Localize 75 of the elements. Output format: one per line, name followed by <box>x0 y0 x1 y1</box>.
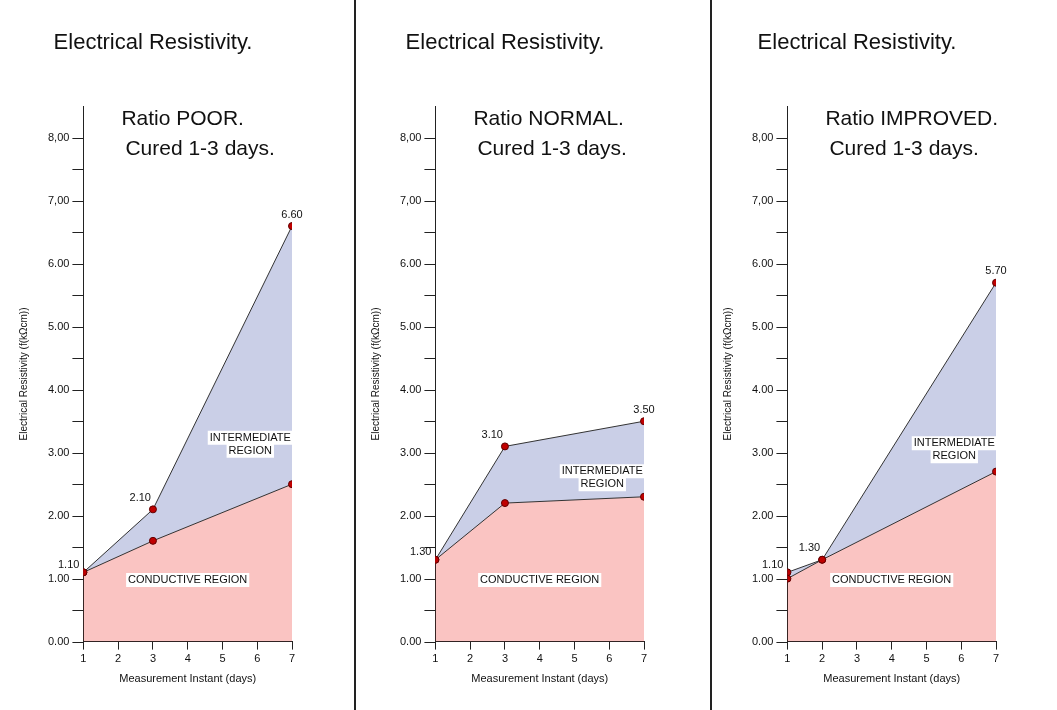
x-tick-label: 5 <box>571 652 578 665</box>
data-label: 3.50 <box>633 402 655 415</box>
y-tick-label: 4.00 <box>47 382 70 395</box>
y-tick-label: 0.00 <box>751 634 774 647</box>
y-tick-label: 8,00 <box>751 130 774 143</box>
data-label: 1.30 <box>798 541 821 554</box>
y-tick-label: 2.00 <box>47 508 70 521</box>
x-tick-label: 5 <box>219 652 226 665</box>
y-tick-label: 7,00 <box>751 193 774 206</box>
y-tick-label: 1.00 <box>751 571 774 584</box>
x-tick-label: 7 <box>992 652 1000 665</box>
y-tick-label: 1.00 <box>399 571 422 584</box>
x-axis-title: Measurement Instant (days) <box>119 672 257 685</box>
data-label: 6.60 <box>281 207 303 220</box>
x-tick-label: 1 <box>784 652 791 665</box>
x-tick-label: 7 <box>288 652 296 665</box>
data-label: 1.10 <box>761 557 784 570</box>
y-tick-label: 6.00 <box>399 256 422 269</box>
y-axis-title: Electrical Resistivity (f(kΩcm)) <box>17 307 29 441</box>
y-tick-label: 1.00 <box>47 571 70 584</box>
x-tick-label: 4 <box>184 652 191 665</box>
y-tick-label: 8,00 <box>399 130 422 143</box>
data-label: 2.10 <box>129 490 151 503</box>
annotation: Ratio POOR. Cured 1-3 days. <box>121 105 275 159</box>
annotation: Ratio NORMAL. Cured 1-3 days. <box>473 105 627 159</box>
x-tick-label: 6 <box>254 652 261 665</box>
x-axis-title: Measurement Instant (days) <box>823 672 961 685</box>
annotation: INTERMEDIATE REGION <box>561 464 643 490</box>
annotation: CONDUCTIVE REGION <box>832 573 952 586</box>
x-tick-label: 7 <box>640 652 648 665</box>
y-tick-label: 3.00 <box>751 445 774 458</box>
y-tick-label: 7,00 <box>47 193 70 206</box>
y-axis-title: Electrical Resistivity (f(kΩcm)) <box>369 307 381 441</box>
x-tick-label: 4 <box>888 652 895 665</box>
annotation: CONDUCTIVE REGION <box>480 573 600 586</box>
y-tick-label: 8,00 <box>47 130 70 143</box>
data-label: 1.10 <box>57 557 80 570</box>
y-tick-label: 6.00 <box>47 256 70 269</box>
y-tick-label: 4.00 <box>751 382 774 395</box>
annotation: INTERMEDIATE REGION <box>913 436 995 462</box>
annotation: INTERMEDIATE REGION <box>209 430 291 456</box>
annotation: Ratio IMPROVED. Cured 1-3 days. <box>825 105 999 159</box>
annotation: CONDUCTIVE REGION <box>128 573 248 586</box>
y-tick-label: 3.00 <box>47 445 70 458</box>
x-tick-label: 2 <box>819 652 826 665</box>
y-tick-label: 0.00 <box>399 634 422 647</box>
chart-title: Electrical Resistivity. <box>53 29 253 55</box>
y-axis-title: Electrical Resistivity (f(kΩcm)) <box>721 307 733 441</box>
x-tick-label: 5 <box>923 652 930 665</box>
x-tick-label: 3 <box>853 652 860 665</box>
data-label: 3.10 <box>481 427 503 440</box>
y-tick-label: 7,00 <box>399 193 422 206</box>
x-tick-label: 4 <box>536 652 543 665</box>
x-tick-label: 2 <box>115 652 122 665</box>
y-tick-label: 2.00 <box>751 508 774 521</box>
y-tick-label: 5.00 <box>751 319 774 332</box>
x-axis-title: Measurement Instant (days) <box>471 672 609 685</box>
chart-title: Electrical Resistivity. <box>405 29 605 55</box>
y-tick-label: 0.00 <box>47 634 70 647</box>
data-label: 5.70 <box>985 264 1007 277</box>
x-tick-label: 2 <box>467 652 474 665</box>
y-tick-label: 5.00 <box>399 319 422 332</box>
x-tick-label: 6 <box>958 652 965 665</box>
x-tick-label: 3 <box>501 652 508 665</box>
chart-title: Electrical Resistivity. <box>757 29 957 55</box>
y-tick-label: 5.00 <box>47 319 70 332</box>
x-tick-label: 1 <box>432 652 439 665</box>
x-tick-label: 6 <box>606 652 613 665</box>
y-tick-label: 2.00 <box>399 508 422 521</box>
data-label: 1.30 <box>409 545 432 558</box>
y-tick-label: 4.00 <box>399 382 422 395</box>
x-tick-label: 3 <box>149 652 156 665</box>
y-tick-label: 6.00 <box>751 256 774 269</box>
x-tick-label: 1 <box>80 652 87 665</box>
y-tick-label: 3.00 <box>399 445 422 458</box>
